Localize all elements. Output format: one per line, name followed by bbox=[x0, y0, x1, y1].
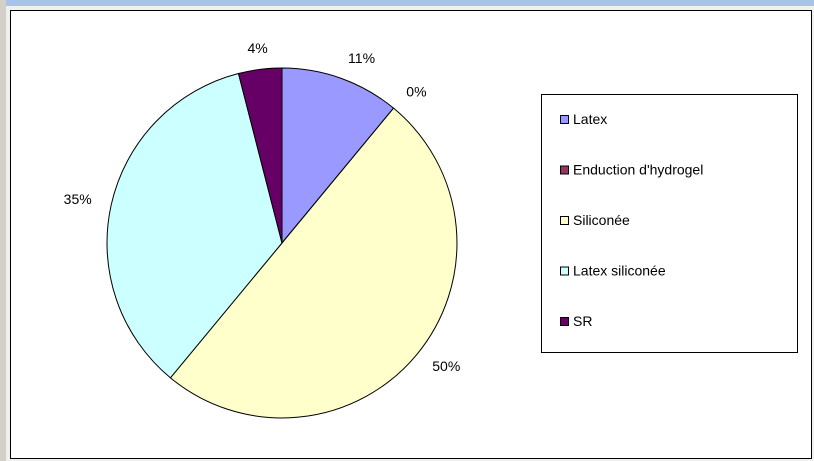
legend-swatch bbox=[560, 165, 569, 175]
legend-box bbox=[541, 94, 798, 353]
data-label: 4% bbox=[247, 40, 267, 56]
legend-swatch bbox=[560, 115, 569, 124]
pie-slice bbox=[281, 67, 395, 245]
data-label: 35% bbox=[64, 191, 92, 207]
legend-swatch bbox=[560, 216, 569, 225]
data-label: 0% bbox=[406, 83, 426, 99]
left-edge bbox=[0, 0, 6, 461]
legend-swatch bbox=[560, 266, 569, 276]
pie-slice bbox=[169, 107, 458, 419]
pie-slice bbox=[106, 72, 283, 379]
legend-label: Enduction d'hydrogel bbox=[573, 162, 703, 178]
legend-swatch bbox=[560, 317, 569, 326]
legend-label: Latex siliconée bbox=[573, 263, 666, 279]
top-edge bbox=[0, 0, 814, 6]
data-label: 50% bbox=[432, 358, 460, 374]
legend-label: Siliconée bbox=[573, 212, 630, 228]
legend-label: SR bbox=[573, 313, 592, 329]
data-label: 11% bbox=[348, 50, 375, 66]
pie-slice bbox=[237, 67, 283, 244]
legend-label: Latex bbox=[573, 111, 607, 127]
